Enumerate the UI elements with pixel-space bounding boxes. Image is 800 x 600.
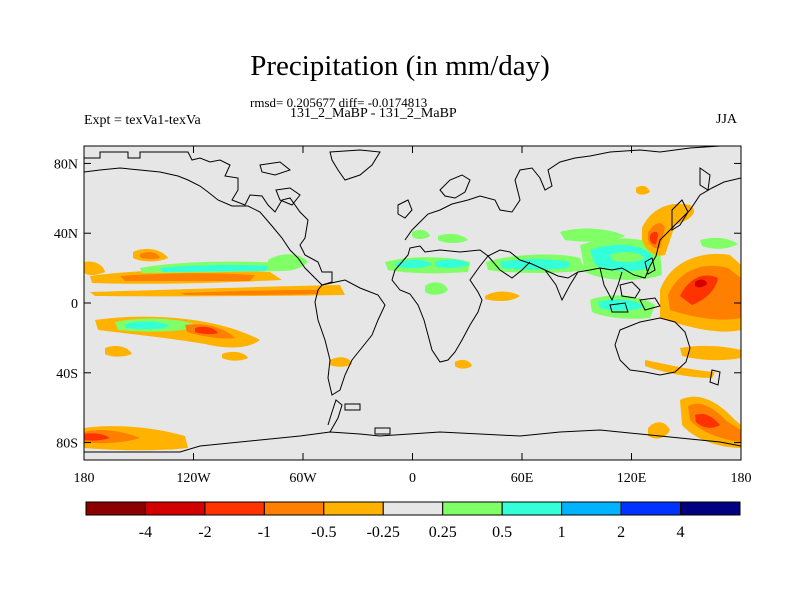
coastline-europe-africa <box>391 245 489 363</box>
colorbar-label: 2 <box>617 524 625 541</box>
x-tick-label: 60W <box>289 471 317 486</box>
coastline-india <box>544 269 579 302</box>
contour-blob <box>695 414 720 428</box>
colorbar-swatch <box>680 501 741 516</box>
contour-blob <box>636 185 650 195</box>
coastline-south-america <box>314 279 386 396</box>
colorbar-label: -1 <box>258 524 271 541</box>
colorbar: -4 -2 -1 -0.5 -0.25 0.25 0.5 1 2 4 <box>85 501 741 541</box>
colorbar-swatch <box>323 501 384 516</box>
colorbar-label: -2 <box>198 524 211 541</box>
contour-blob <box>425 282 448 295</box>
contour-blob <box>195 326 218 335</box>
contour-blob <box>412 229 430 239</box>
colorbar-swatch <box>442 501 503 516</box>
contour-fill-group <box>84 185 741 451</box>
coastline-kamchatka <box>699 167 711 191</box>
y-tick-label: 0 <box>71 297 78 312</box>
contour-blob <box>330 357 352 367</box>
x-tick-label: 180 <box>731 471 752 486</box>
coastline-antarctic-peninsula <box>327 399 343 433</box>
coastline-new-zealand <box>709 369 721 386</box>
contour-blob <box>160 264 270 272</box>
contour-blob <box>84 261 105 275</box>
contour-blob <box>560 228 625 242</box>
coastline-hudson <box>275 187 301 206</box>
contour-blob <box>700 237 738 249</box>
contour-blob <box>395 259 432 269</box>
colorbar-label: -4 <box>139 524 152 541</box>
colorbar-label: 4 <box>677 524 685 541</box>
coastline-japan <box>671 199 689 231</box>
colorbar-swatch <box>263 501 325 516</box>
contour-blob <box>695 279 707 288</box>
colorbar-swatch <box>204 501 265 516</box>
coastline-indochina <box>599 267 623 302</box>
x-tick-label: 60E <box>511 471 534 486</box>
x-tick-label: 120W <box>176 471 211 486</box>
contour-blob <box>125 321 170 330</box>
colorbar-swatch <box>382 501 444 516</box>
colorbar-swatch <box>561 501 622 516</box>
chart-subtitle: 131_2_MaBP - 131_2_MaBP <box>290 106 457 121</box>
colorbar-label: -0.5 <box>311 524 336 541</box>
contour-blob <box>105 346 132 357</box>
y-tick-label: 80S <box>56 437 78 452</box>
chart-title: Precipitation (in mm/day) <box>250 50 550 82</box>
x-tick-label: 0 <box>409 471 416 486</box>
y-axis-ticks: 80N 40N 0 40S 80S <box>54 157 741 452</box>
colorbar-swatch <box>85 501 146 516</box>
colorbar-swatch <box>620 501 682 516</box>
y-tick-label: 80N <box>54 157 78 172</box>
coastline-indonesia <box>609 281 661 313</box>
coastline-greenland <box>329 149 381 181</box>
x-tick-label: 180 <box>74 471 95 486</box>
colorbar-swatch <box>501 501 563 516</box>
coastlines <box>84 146 741 453</box>
colorbar-label: -0.25 <box>367 524 400 541</box>
contour-blob <box>680 275 718 305</box>
coastline-scandinavia <box>439 174 471 199</box>
contour-blob <box>222 351 248 361</box>
y-tick-label: 40N <box>54 227 78 242</box>
colorbar-swatch <box>144 501 206 516</box>
coastline-north-america <box>84 151 333 286</box>
contour-blob <box>84 433 110 441</box>
colorbar-label: 0.5 <box>492 524 512 541</box>
contour-blob <box>680 345 741 361</box>
contour-blob <box>455 359 472 369</box>
contour-blob <box>140 252 160 260</box>
contour-blob <box>180 290 320 295</box>
x-axis-ticks: 180 120W 60W 0 60E 120E 180 <box>74 146 752 486</box>
contour-blob <box>598 299 645 311</box>
contour-blob <box>610 251 645 263</box>
contour-blob <box>500 259 570 270</box>
x-tick-label: 120E <box>617 471 647 486</box>
colorbar-label: 1 <box>558 524 566 541</box>
colorbar-label: 0.25 <box>429 524 457 541</box>
coastline-uk <box>397 199 413 219</box>
season-label: JJA <box>716 112 738 127</box>
coastline-arctic-islands <box>259 161 292 176</box>
coastline-islands <box>344 403 391 435</box>
rmsd-diff-stats: rmsd= 0.205677 diff= -0.0174813 <box>250 95 428 110</box>
coastline-europe <box>404 146 741 241</box>
contour-blob <box>438 233 468 243</box>
experiment-label: Expt = texVa1-texVa <box>84 113 201 128</box>
contour-blob <box>645 360 715 378</box>
coastline-arabia <box>487 255 531 279</box>
y-tick-label: 40S <box>56 367 78 382</box>
coastline-antarctica <box>84 429 741 453</box>
coastline-philippines <box>644 257 656 275</box>
contour-blob <box>435 259 470 269</box>
contour-blob <box>120 273 255 281</box>
contour-blob <box>650 231 658 245</box>
contour-blob <box>648 422 670 439</box>
coastline-australia <box>614 317 691 376</box>
contour-blob <box>485 291 520 301</box>
coastline-asia <box>487 177 741 279</box>
